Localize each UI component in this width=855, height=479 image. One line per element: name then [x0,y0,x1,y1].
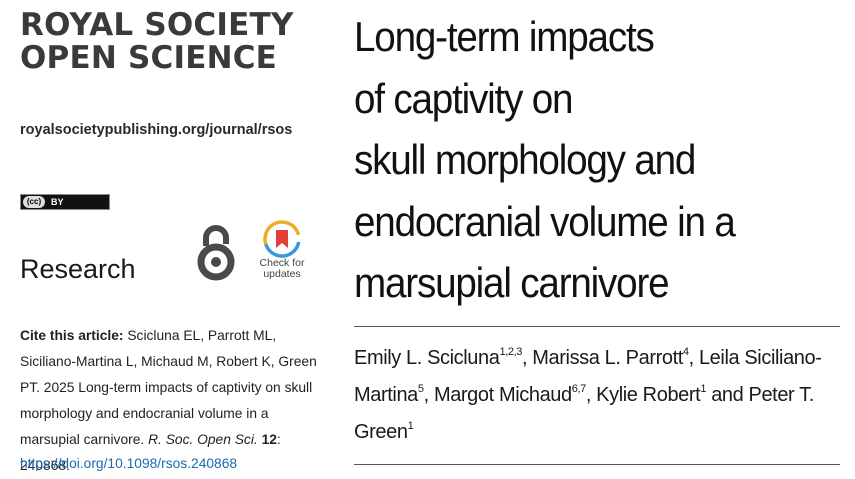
author-separator: , [688,347,699,369]
citation-text: Scicluna EL, Parrott ML, Siciliano-Marti… [20,328,317,447]
title-line: marsupial carnivore [354,259,670,306]
citation-volume: 12 [261,432,277,447]
author-separator: , [423,384,434,406]
author-affiliation: 5 [417,383,424,395]
title-line: skull morphology and [354,136,696,183]
author-affiliation: 1,2,3 [499,346,522,358]
creative-commons-icon: (cc) [23,196,45,208]
journal-name-line1: ROYAL SOCIETY [20,7,294,43]
author-list: Emily L. Scicluna1,2,3, Marissa L. Parro… [354,340,834,451]
author-affiliation: 6,7 [571,383,586,395]
title-line: endocranial volume in a [354,197,736,245]
by-label: BY [51,197,64,207]
open-access-icon [197,225,235,281]
author-name[interactable]: Margot Michaud [433,384,572,406]
sidebar: ROYAL SOCIETY OPEN SCIENCE royalsocietyp… [0,0,330,475]
author-name[interactable]: Marissa L. Parrott [532,347,683,369]
author-name[interactable]: Emily L. Scicluna [354,347,500,369]
cc-by-license-badge[interactable]: (cc) BY [20,194,110,210]
divider-bottom [354,464,840,465]
author-separator: and [706,384,749,406]
citation-label: Cite this article: [20,328,124,343]
check-for-updates-line1: Check for [259,257,305,269]
author-separator: , [585,384,597,406]
check-for-updates-button[interactable]: Check for updates [256,220,308,280]
journal-url-link[interactable]: royalsocietypublishing.org/journal/rsos [20,122,293,138]
citation-article-number: : 240868. [20,432,281,473]
doi-link[interactable]: https://doi.org/10.1098/rsos.240868 [20,456,238,471]
citation-journal: R. Soc. Open Sci. [148,432,258,447]
author-name[interactable]: Kylie Robert [596,384,701,406]
article-type-label: Research [20,254,136,284]
author-name[interactable]: Leila Siciliano-Martina [354,347,822,406]
title-line: Long-term impacts [354,13,655,60]
journal-name-line2: OPEN SCIENCE [20,40,278,76]
author-affiliation: 1 [407,420,414,432]
journal-logo[interactable]: ROYAL SOCIETY OPEN SCIENCE [20,9,293,75]
title-line: of captivity on [354,74,574,122]
author-separator: , [521,347,533,369]
check-for-updates-line2: updates [263,268,301,280]
divider-top [354,326,840,327]
citation-block: Cite this article: Scicluna EL, Parrott … [20,323,320,479]
article-title: Long-term impacts of captivity on skull … [354,6,805,314]
author-affiliation: 1 [700,383,707,395]
check-for-updates-icon [263,220,301,258]
author-affiliation: 4 [682,346,689,358]
author-name[interactable]: Peter T. Green [354,384,814,443]
